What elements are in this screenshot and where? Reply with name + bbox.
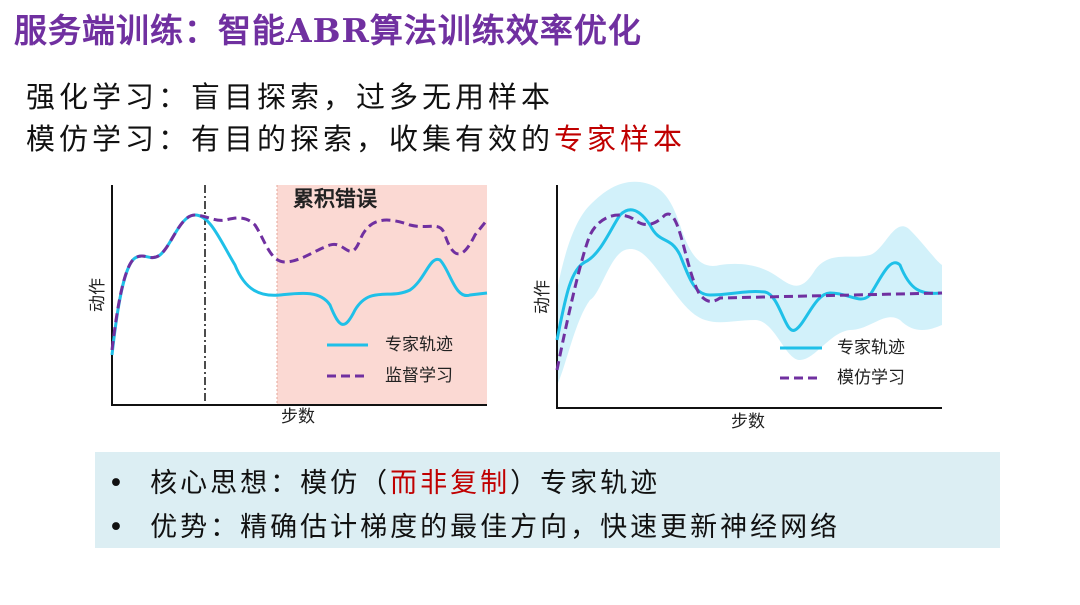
bullet-text: 核心思想：模仿（	[150, 468, 391, 499]
point-highlight: 专家样本	[554, 122, 687, 156]
point: 强化学习：盲目探索，过多无用样本	[26, 74, 554, 116]
point-text: 强化学习：盲目探索，过多无用样本	[26, 80, 555, 114]
bullet: • 优势：精确估计梯度的最佳方向，快速更新神经网络	[108, 512, 841, 543]
legend-text: 专家轨迹	[385, 335, 453, 355]
expert-curve	[110, 213, 488, 356]
axes	[111, 185, 487, 406]
y-label: 动作	[88, 278, 108, 312]
legend-text: 模仿学习	[837, 368, 905, 388]
region-label: 累积错误	[293, 187, 378, 211]
y-label: 动作	[533, 280, 553, 314]
bullet-text: ）专家轨迹	[510, 468, 661, 499]
x-label: 步数	[731, 412, 765, 432]
bullet-text: 优势：精确估计梯度的最佳方向，快速更新神经网络	[150, 512, 841, 543]
slide-title: 服务端训练：智能ABR算法训练效率优化	[14, 11, 642, 50]
legend-text: 监督学习	[385, 366, 453, 386]
point: 模仿学习：有目的探索，收集有效的专家样本	[26, 116, 686, 158]
supervised-curve	[110, 213, 489, 351]
x-label: 步数	[281, 407, 315, 427]
summary-box	[95, 452, 1000, 548]
point-text: 模仿学习：有目的探索，收集有效的	[26, 122, 555, 156]
figures: 累积错误 动作 步数 专家轨迹 监督学习 动作 步数 专家轨迹 模仿学习	[88, 181, 943, 432]
axes	[556, 185, 942, 409]
bullet: • 核心思想：模仿（而非复制）专家轨迹	[108, 468, 661, 499]
legend-text: 专家轨迹	[837, 338, 905, 358]
bullet-highlight: 而非复制	[390, 468, 511, 499]
